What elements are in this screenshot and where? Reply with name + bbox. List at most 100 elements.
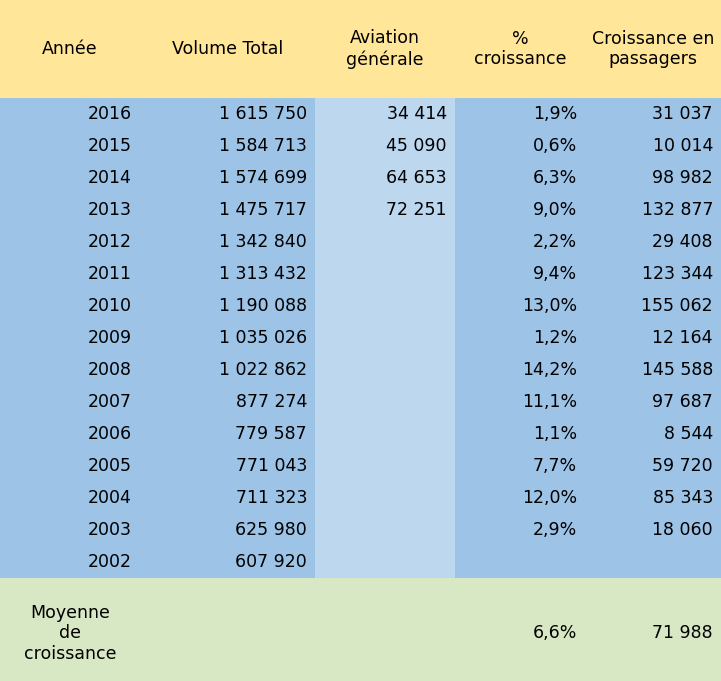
Text: Aviation
générale: Aviation générale: [346, 29, 424, 69]
Bar: [140, 130, 315, 162]
Bar: [585, 194, 721, 226]
Bar: [455, 450, 585, 482]
Bar: [585, 0, 721, 98]
Bar: [315, 514, 455, 546]
Text: 2014: 2014: [88, 169, 132, 187]
Bar: [585, 322, 721, 354]
Bar: [455, 482, 585, 514]
Bar: [0, 546, 140, 578]
Bar: [0, 450, 140, 482]
Bar: [585, 546, 721, 578]
Text: 2002: 2002: [88, 553, 132, 571]
Text: 29 408: 29 408: [653, 233, 713, 251]
Text: 2,2%: 2,2%: [533, 233, 577, 251]
Text: 1 022 862: 1 022 862: [219, 361, 307, 379]
Bar: [455, 290, 585, 322]
Bar: [0, 258, 140, 290]
Text: 9,0%: 9,0%: [533, 201, 577, 219]
Bar: [585, 514, 721, 546]
Bar: [0, 418, 140, 450]
Text: 1 035 026: 1 035 026: [219, 329, 307, 347]
Bar: [315, 0, 455, 98]
Bar: [585, 450, 721, 482]
Bar: [585, 162, 721, 194]
Text: 59 720: 59 720: [653, 457, 713, 475]
Bar: [140, 546, 315, 578]
Bar: [455, 514, 585, 546]
Bar: [455, 194, 585, 226]
Bar: [585, 98, 721, 130]
Bar: [315, 418, 455, 450]
Text: 2,9%: 2,9%: [533, 521, 577, 539]
Text: 45 090: 45 090: [386, 137, 447, 155]
Text: 72 251: 72 251: [386, 201, 447, 219]
Text: 2016: 2016: [88, 105, 132, 123]
Bar: [585, 226, 721, 258]
Text: 607 920: 607 920: [235, 553, 307, 571]
Bar: [455, 578, 585, 681]
Bar: [455, 258, 585, 290]
Text: Moyenne
de
croissance: Moyenne de croissance: [24, 603, 116, 663]
Bar: [455, 162, 585, 194]
Bar: [315, 290, 455, 322]
Text: 13,0%: 13,0%: [522, 297, 577, 315]
Text: 1,9%: 1,9%: [533, 105, 577, 123]
Bar: [455, 546, 585, 578]
Text: 132 877: 132 877: [642, 201, 713, 219]
Bar: [0, 354, 140, 386]
Bar: [455, 418, 585, 450]
Bar: [455, 322, 585, 354]
Bar: [315, 354, 455, 386]
Bar: [140, 162, 315, 194]
Text: 1 342 840: 1 342 840: [219, 233, 307, 251]
Text: 18 060: 18 060: [653, 521, 713, 539]
Bar: [455, 354, 585, 386]
Text: 12,0%: 12,0%: [522, 489, 577, 507]
Bar: [585, 386, 721, 418]
Text: 8 544: 8 544: [664, 425, 713, 443]
Bar: [0, 0, 140, 98]
Text: 64 653: 64 653: [386, 169, 447, 187]
Bar: [585, 130, 721, 162]
Text: 0,6%: 0,6%: [533, 137, 577, 155]
Text: 31 037: 31 037: [653, 105, 713, 123]
Bar: [315, 578, 455, 681]
Text: 771 043: 771 043: [236, 457, 307, 475]
Bar: [315, 546, 455, 578]
Bar: [140, 98, 315, 130]
Bar: [0, 322, 140, 354]
Text: 2009: 2009: [88, 329, 132, 347]
Text: 123 344: 123 344: [642, 265, 713, 283]
Bar: [315, 226, 455, 258]
Text: 1 584 713: 1 584 713: [219, 137, 307, 155]
Text: 2006: 2006: [88, 425, 132, 443]
Bar: [140, 290, 315, 322]
Text: 12 164: 12 164: [653, 329, 713, 347]
Bar: [140, 514, 315, 546]
Bar: [0, 226, 140, 258]
Bar: [140, 194, 315, 226]
Bar: [585, 258, 721, 290]
Text: 2008: 2008: [88, 361, 132, 379]
Text: 2012: 2012: [88, 233, 132, 251]
Bar: [0, 578, 140, 681]
Text: 6,3%: 6,3%: [533, 169, 577, 187]
Bar: [0, 162, 140, 194]
Bar: [0, 290, 140, 322]
Text: 779 587: 779 587: [235, 425, 307, 443]
Text: 145 588: 145 588: [642, 361, 713, 379]
Bar: [455, 98, 585, 130]
Text: 1 313 432: 1 313 432: [219, 265, 307, 283]
Text: 2011: 2011: [88, 265, 132, 283]
Bar: [315, 130, 455, 162]
Bar: [315, 258, 455, 290]
Text: %
croissance: % croissance: [474, 29, 566, 68]
Bar: [585, 354, 721, 386]
Text: 14,2%: 14,2%: [522, 361, 577, 379]
Text: 97 687: 97 687: [653, 393, 713, 411]
Bar: [0, 98, 140, 130]
Bar: [140, 258, 315, 290]
Bar: [140, 578, 315, 681]
Text: 1 190 088: 1 190 088: [219, 297, 307, 315]
Text: 2004: 2004: [88, 489, 132, 507]
